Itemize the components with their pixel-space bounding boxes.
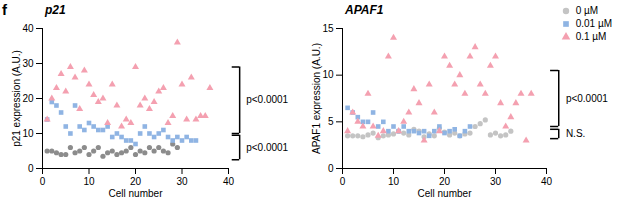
svg-text:10: 10: [322, 69, 334, 80]
svg-text:p21 expression (A.U.): p21 expression (A.U.): [11, 50, 22, 147]
html-text:0.1 µM: 0.1 µM: [575, 31, 607, 42]
svg-text:20: 20: [22, 93, 34, 104]
svg-text:Cell number: Cell number: [418, 188, 473, 199]
html-text:0.01 µM: 0.01 µM: [575, 18, 612, 29]
svg-text:20: 20: [130, 176, 142, 187]
svg-text:N.S.: N.S.: [566, 128, 585, 139]
svg-text:30: 30: [490, 176, 502, 187]
svg-text:10: 10: [388, 176, 400, 187]
svg-text:30: 30: [22, 58, 34, 69]
svg-text:0: 0: [340, 176, 346, 187]
svg-text:p<0.0001: p<0.0001: [246, 94, 288, 105]
svg-text:15: 15: [322, 23, 334, 34]
html-text:p21: p21: [45, 3, 66, 17]
html-text:f: f: [2, 1, 7, 18]
svg-text:40: 40: [223, 176, 235, 187]
svg-text:0: 0: [328, 163, 334, 174]
svg-text:5: 5: [328, 116, 334, 127]
html-text:APAF1: APAF1: [345, 3, 384, 17]
svg-text:10: 10: [22, 128, 34, 139]
svg-text:p<0.0001: p<0.0001: [246, 142, 288, 153]
svg-text:10: 10: [83, 176, 95, 187]
svg-text:0: 0: [28, 163, 34, 174]
svg-text:40: 40: [541, 176, 553, 187]
svg-text:p<0.0001: p<0.0001: [566, 93, 608, 104]
svg-text:20: 20: [439, 176, 451, 187]
svg-text:0: 0: [40, 176, 46, 187]
svg-text:30: 30: [176, 176, 188, 187]
html-text:0 µM: 0 µM: [575, 5, 599, 16]
svg-text:40: 40: [22, 23, 34, 34]
svg-text:APAF1 expression (A.U.): APAF1 expression (A.U.): [311, 43, 322, 154]
svg-text:Cell number: Cell number: [109, 188, 164, 199]
